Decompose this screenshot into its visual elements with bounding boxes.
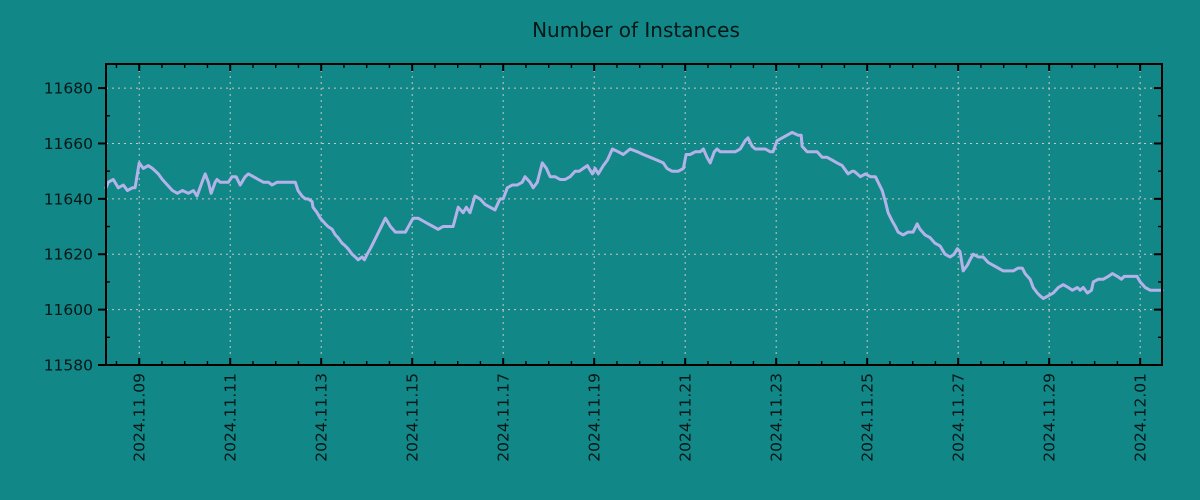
- chart-title: Number of Instances: [532, 18, 740, 42]
- axis-layer: [98, 63, 1163, 366]
- x-tick-label: 2024.11.19: [586, 373, 604, 462]
- x-tick-label: 2024.11.17: [495, 373, 513, 462]
- x-tick-label: 2024.11.09: [131, 373, 149, 462]
- y-tick-label: 11640: [44, 190, 93, 208]
- series-layer: [104, 130, 1164, 300]
- x-tick-label: 2024.11.11: [222, 373, 240, 462]
- x-tick-label: 2024.11.13: [313, 373, 331, 462]
- y-tick-label: 11580: [44, 357, 93, 375]
- y-tick-label: 11680: [44, 80, 93, 98]
- plot-border: [105, 63, 1163, 366]
- y-tick-label: 11660: [44, 135, 93, 153]
- x-tick-label: 2024.12.01: [1132, 373, 1150, 462]
- grid-layer: [106, 64, 1162, 365]
- x-tick-label: 2024.11.25: [859, 373, 877, 462]
- x-tick-label: 2024.11.23: [768, 373, 786, 462]
- x-tick-label: 2024.11.21: [677, 373, 695, 462]
- y-tick-label: 11600: [44, 301, 93, 319]
- x-tick-label: 2024.11.27: [950, 373, 968, 462]
- x-tick-label: 2024.11.29: [1041, 373, 1059, 462]
- tick-label-layer: 11580 11600 11620 11640 11660 11680 2024.11.09…: [44, 80, 1150, 462]
- y-tick-label: 11620: [44, 246, 93, 264]
- series-line-instances: [104, 130, 1164, 300]
- x-tick-label: 2024.11.15: [404, 373, 422, 462]
